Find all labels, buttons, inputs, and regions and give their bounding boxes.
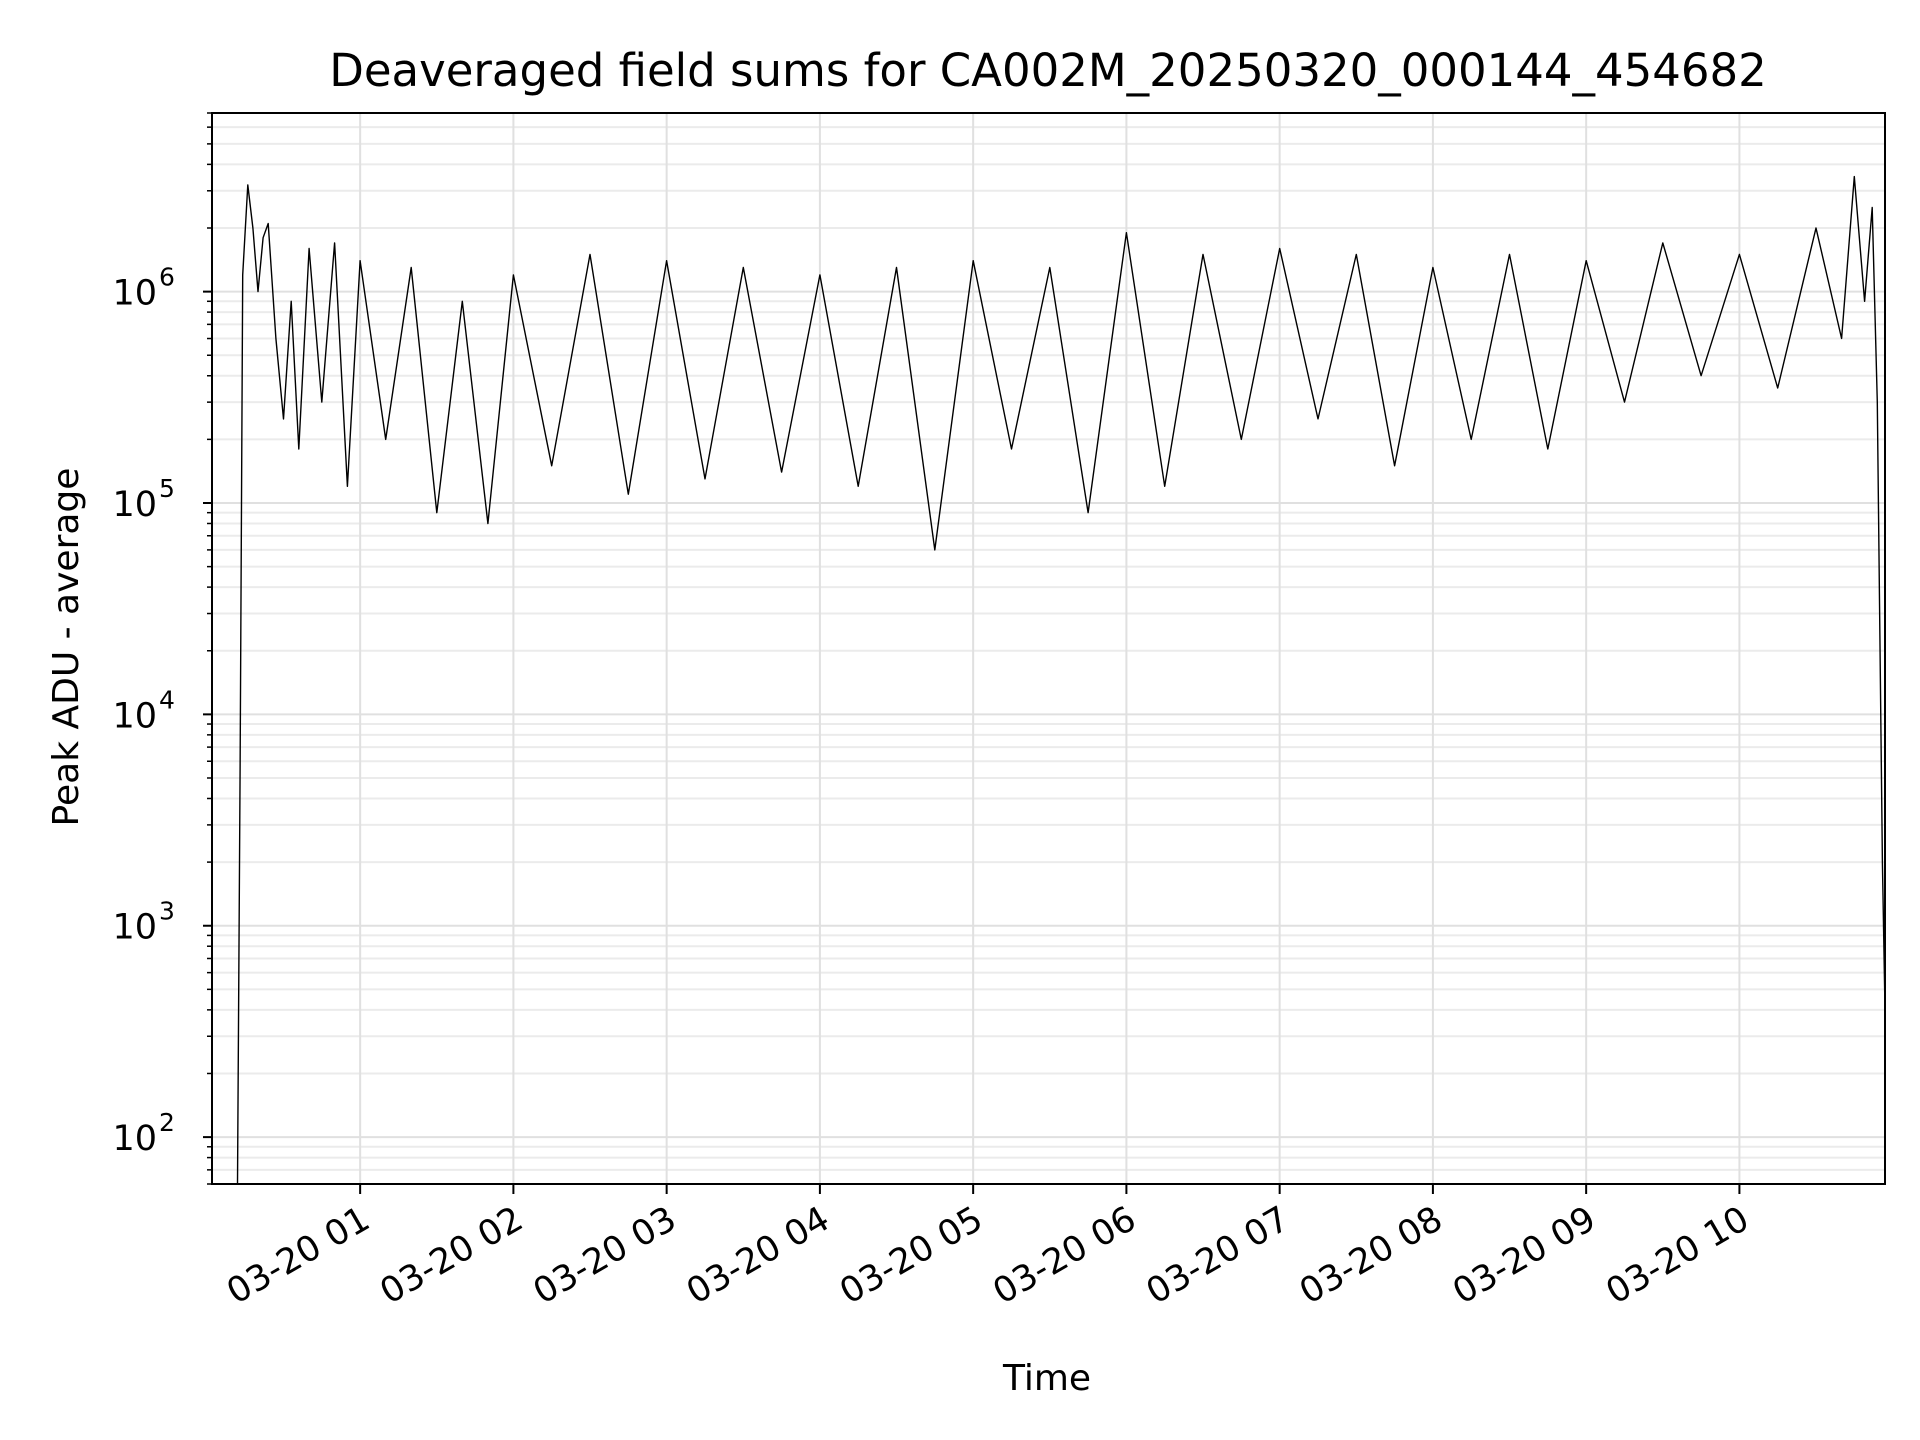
y-tick-exponent: 6: [159, 263, 175, 292]
data-series: [236, 175, 1886, 1185]
y-tick-exponent: 5: [159, 474, 175, 503]
y-axis-label: Peak ADU - average: [46, 468, 87, 827]
y-tick-exponent: 2: [159, 1108, 175, 1137]
plot-frame: [211, 112, 1886, 1185]
y-tick-label: 10: [112, 696, 157, 736]
chart-title: Deaveraged field sums for CA002M_2025032…: [329, 44, 1767, 97]
series-line: [236, 175, 1886, 1185]
x-axis-label: Time: [1002, 1358, 1091, 1399]
major-gridlines: [212, 113, 1885, 1184]
y-tick-exponent: 3: [159, 897, 175, 926]
y-tick-label: 10: [112, 274, 157, 314]
y-tick-label: 10: [112, 485, 157, 525]
y-tick-exponent: 4: [159, 685, 175, 714]
y-tick-label: 10: [112, 1119, 157, 1159]
y-tick-label: 10: [112, 908, 157, 948]
minor-gridlines: [212, 112, 1885, 1185]
